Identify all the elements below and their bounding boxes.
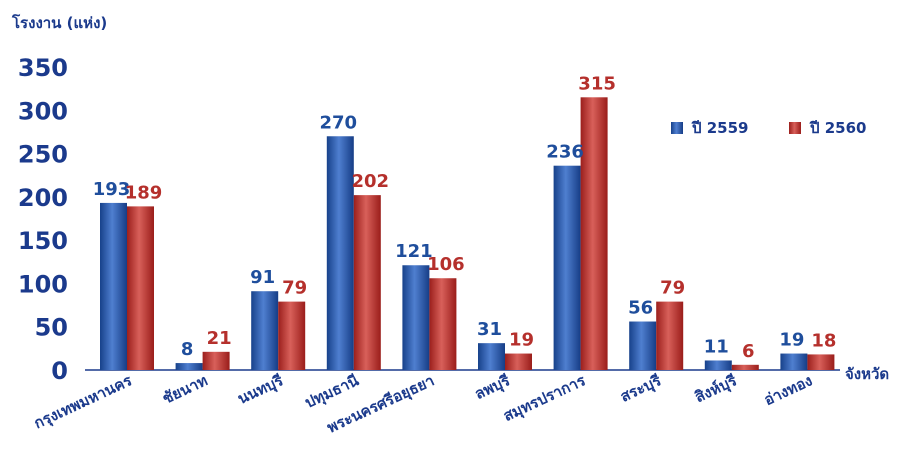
- bar-2559: [251, 291, 279, 370]
- value-label-2559: 91: [250, 267, 275, 288]
- bars: [100, 97, 835, 371]
- bar-2560: [202, 351, 230, 370]
- bar-2559: [704, 360, 732, 370]
- bar-2560: [731, 364, 759, 370]
- legend-label-2560: ปี 2560: [809, 119, 866, 137]
- bar-2560: [580, 97, 608, 371]
- value-label-2559: 8: [181, 339, 194, 360]
- bar-2560: [429, 278, 457, 370]
- bar-2559: [175, 363, 203, 370]
- category-labels: กรุงเทพมหานคร ชัยนาท นนทบุรี ปทุมธานีพระนคร…: [31, 371, 815, 438]
- value-label-2559: 270: [320, 112, 358, 133]
- legend: ปี 2559 ปี 2560: [671, 119, 867, 137]
- value-label-2560: 21: [207, 328, 232, 349]
- value-label-2560: 106: [427, 254, 465, 275]
- value-label-2559: 121: [395, 241, 433, 262]
- value-label-2559: 31: [477, 319, 502, 340]
- y-tick-label: 350: [18, 54, 68, 82]
- category-label: อ่างทอง: [761, 371, 815, 409]
- bar-2559: [100, 202, 127, 370]
- x-axis-label: จังหวัด: [845, 365, 889, 383]
- category-label: สิงห์บุรี: [692, 371, 741, 407]
- y-axis-label: โรงงาน (แห่ง): [11, 13, 107, 32]
- legend-swatch-2560: [789, 122, 801, 134]
- bar-2560: [127, 206, 154, 370]
- bar-2559: [780, 353, 808, 370]
- value-label-2560: 315: [578, 73, 616, 94]
- y-tick-label: 150: [18, 227, 68, 255]
- y-tick-labels: 0 50 100 150 200 250 300 350: [18, 54, 68, 385]
- legend-swatch-2559: [671, 122, 683, 134]
- bar-2560: [505, 353, 532, 370]
- value-label-2559: 236: [546, 142, 584, 163]
- value-label-2560: 79: [660, 278, 685, 299]
- bar-2559: [629, 321, 657, 370]
- y-tick-label: 200: [18, 184, 68, 212]
- value-label-2559: 19: [779, 330, 804, 351]
- category-label: สระบุรี: [617, 371, 665, 407]
- y-tick-label: 50: [35, 314, 68, 342]
- y-tick-label: 0: [51, 357, 68, 385]
- y-tick-label: 300: [18, 97, 68, 125]
- value-label-2560: 202: [352, 171, 390, 192]
- category-label: ลพบุรี: [472, 371, 514, 404]
- bar-2560: [353, 195, 381, 370]
- value-label-2559: 56: [628, 298, 653, 319]
- legend-label-2559: ปี 2559: [691, 119, 748, 137]
- bar-2559: [326, 136, 354, 370]
- value-label-2559: 11: [704, 336, 729, 357]
- category-label: นนทบุรี: [235, 371, 287, 409]
- value-label-2560: 189: [125, 182, 163, 203]
- bar-2560: [278, 301, 306, 370]
- category-label: ชัยนาท: [160, 371, 211, 407]
- category-label: กรุงเทพมหานคร: [31, 371, 136, 433]
- value-label-2559: 193: [93, 179, 131, 200]
- value-label-2560: 79: [282, 278, 307, 299]
- category-label: สมุทรปราการ: [500, 371, 589, 426]
- y-tick-label: 250: [18, 141, 68, 169]
- value-label-2560: 19: [509, 330, 534, 351]
- bar-2559: [553, 165, 581, 370]
- bar-2560: [656, 301, 684, 370]
- value-label-2560: 18: [811, 330, 836, 351]
- bar-2559: [402, 265, 430, 370]
- value-label-2560: 6: [742, 341, 755, 362]
- bar-2560: [807, 354, 835, 370]
- bar-2559: [478, 343, 505, 370]
- y-tick-label: 100: [18, 270, 68, 298]
